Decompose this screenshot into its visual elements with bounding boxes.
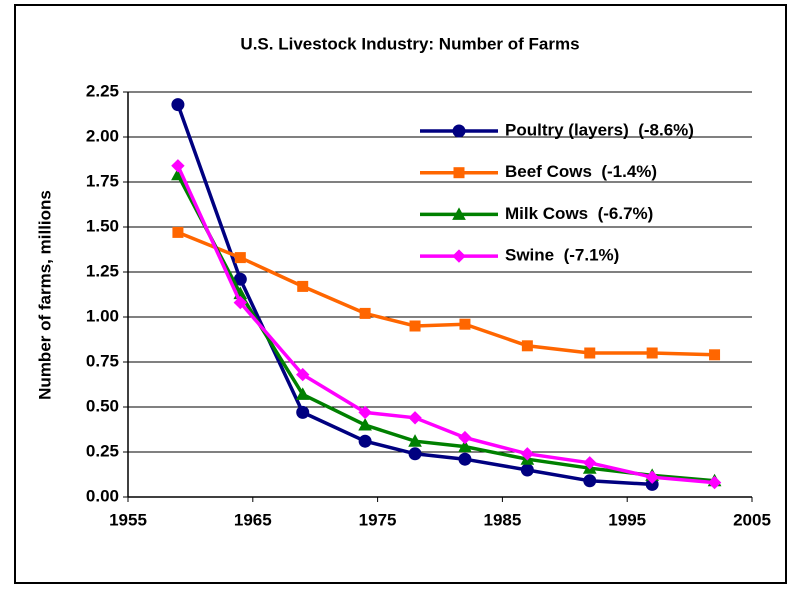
- marker: [408, 447, 422, 461]
- y-tick-label: 0.00: [86, 486, 119, 505]
- legend-label: Beef Cows (-1.4%): [505, 162, 657, 181]
- marker: [646, 347, 658, 359]
- marker: [707, 475, 722, 490]
- marker: [521, 340, 533, 352]
- marker: [408, 411, 422, 425]
- legend-label: Swine (-7.1%): [505, 246, 619, 265]
- y-tick-label: 2.00: [86, 126, 119, 145]
- marker: [296, 367, 310, 382]
- series-line: [176, 165, 715, 485]
- marker: [233, 295, 248, 310]
- legend-label: Milk Cows (-6.7%): [505, 204, 653, 223]
- x-tick-label: 1995: [608, 510, 646, 529]
- marker: [583, 456, 597, 470]
- y-tick-label: 0.25: [86, 441, 119, 460]
- legend-marker: [452, 207, 466, 220]
- y-tick-label: 1.00: [86, 306, 119, 325]
- marker: [458, 452, 472, 466]
- marker: [296, 405, 310, 419]
- y-tick-label: 0.75: [86, 351, 119, 370]
- series-line: [177, 230, 715, 357]
- marker: [171, 98, 185, 112]
- y-tick-label: 1.25: [86, 261, 119, 280]
- marker: [408, 434, 422, 447]
- marker: [520, 447, 535, 461]
- marker: [458, 439, 472, 453]
- x-tick-label: 2005: [733, 510, 771, 529]
- marker: [358, 405, 372, 420]
- y-axis-label: Number of farms, millions: [35, 190, 54, 400]
- x-tick-label: 1975: [359, 510, 397, 529]
- y-tick-label: 2.25: [86, 81, 119, 100]
- marker: [297, 280, 309, 292]
- y-tick-label: 1.75: [86, 171, 119, 190]
- marker: [359, 307, 371, 319]
- y-tick-label: 0.50: [86, 396, 119, 415]
- x-tick-label: 1955: [109, 510, 147, 529]
- legend-marker: [452, 249, 466, 263]
- marker: [358, 417, 372, 431]
- marker: [171, 159, 185, 173]
- legend-marker: [453, 167, 465, 179]
- x-tick-label: 1985: [483, 510, 521, 529]
- marker: [409, 320, 421, 332]
- marker: [295, 387, 310, 400]
- chart-title: U.S. Livestock Industry: Number of Farms: [240, 34, 579, 53]
- series-line: [176, 173, 715, 483]
- marker: [234, 252, 246, 264]
- marker: [458, 430, 472, 445]
- marker: [459, 318, 471, 330]
- marker: [358, 434, 372, 448]
- marker: [583, 474, 597, 488]
- y-tick-label: 1.50: [86, 216, 119, 235]
- marker: [584, 347, 596, 359]
- legend-marker: [452, 124, 466, 138]
- marker: [172, 226, 184, 238]
- x-tick-label: 1965: [234, 510, 272, 529]
- legend-label: Poultry (layers) (-8.6%): [505, 120, 694, 139]
- marker: [645, 470, 659, 484]
- marker: [709, 349, 721, 361]
- marker: [520, 463, 534, 477]
